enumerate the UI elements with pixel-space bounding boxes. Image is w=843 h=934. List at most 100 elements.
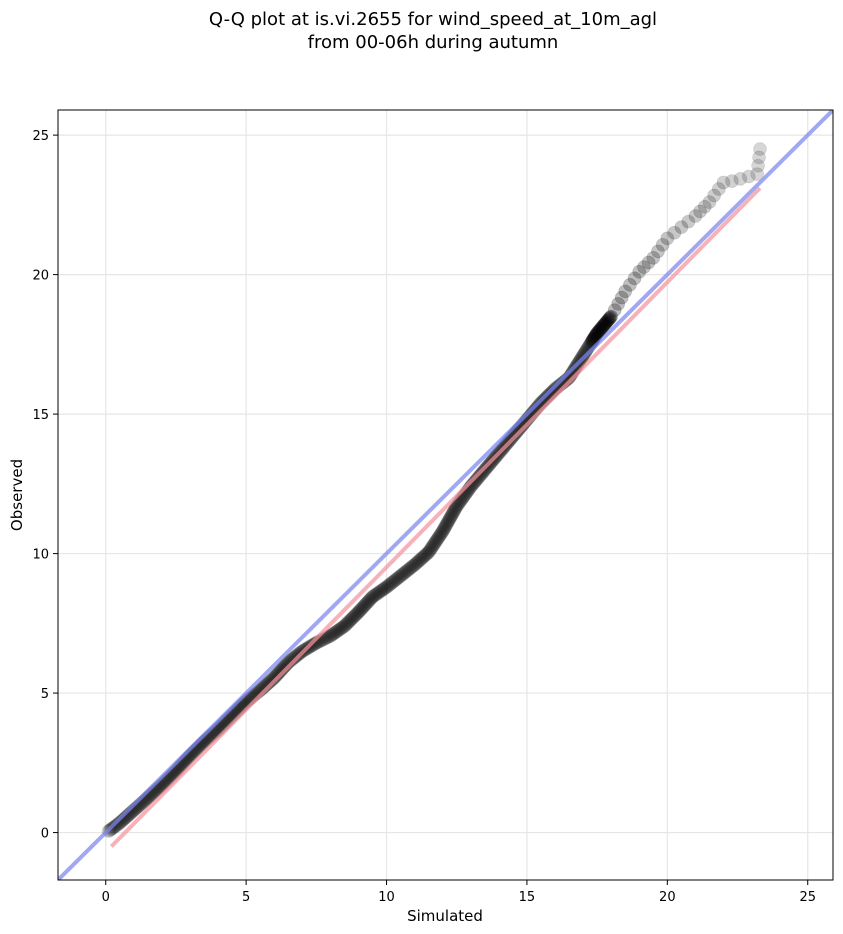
qq-point — [418, 547, 433, 562]
qq-point — [600, 314, 614, 329]
qq-point — [590, 326, 605, 341]
qq-point — [351, 605, 366, 620]
qq-point — [471, 470, 486, 485]
qq-point — [437, 522, 451, 536]
identity-line — [58, 110, 833, 880]
qq-point — [751, 158, 766, 173]
qq-point — [593, 322, 608, 337]
qq-point — [338, 618, 353, 633]
qq-point — [267, 670, 282, 685]
qq-point — [365, 589, 380, 604]
x-axis-label: Simulated — [407, 907, 483, 925]
qq-point — [383, 576, 398, 591]
y-axis-label: Observed — [8, 459, 26, 531]
x-tick-label: 25 — [799, 890, 816, 905]
qq-point — [388, 572, 403, 587]
qq-point — [449, 500, 464, 515]
qq-point — [360, 595, 375, 610]
qq-point — [423, 543, 437, 557]
qq-point — [327, 626, 342, 640]
x-tick-label: 5 — [242, 890, 250, 905]
y-tick-label: 5 — [41, 687, 49, 702]
qq-point — [752, 150, 766, 165]
qq-point — [733, 171, 748, 186]
qq-point — [607, 303, 622, 318]
qq-point — [377, 581, 392, 596]
qq-point — [440, 516, 454, 531]
qq-point — [430, 531, 445, 546]
qq-point — [421, 545, 436, 560]
qq-point — [472, 469, 486, 484]
qq-point — [707, 188, 722, 203]
qq-point — [432, 529, 447, 544]
qq-point — [368, 587, 383, 602]
qq-point — [349, 607, 364, 621]
qq-point — [446, 504, 461, 519]
qq-point — [427, 536, 442, 551]
qq-point — [394, 568, 409, 583]
qq-point — [588, 329, 603, 344]
qq-point — [447, 503, 462, 518]
qq-point — [334, 621, 349, 636]
qq-point — [425, 540, 440, 554]
qq-point — [660, 231, 675, 246]
qq-point — [326, 626, 341, 641]
qq-point — [592, 323, 607, 338]
qq-point — [688, 209, 703, 223]
plot-frame — [57, 109, 834, 881]
qq-point — [693, 204, 707, 219]
qq-point — [336, 619, 351, 634]
qq-point — [362, 593, 377, 608]
qq-point — [350, 606, 365, 620]
qq-point — [611, 296, 626, 311]
qq-point — [418, 548, 432, 563]
qq-point — [426, 537, 441, 552]
qq-point — [369, 587, 384, 601]
qq-point — [341, 615, 355, 630]
qq-point — [667, 225, 682, 240]
qq-point — [424, 541, 439, 555]
qq-point — [411, 554, 426, 569]
qq-point — [432, 528, 447, 543]
qq-point — [321, 630, 335, 644]
qq-point — [348, 607, 363, 622]
qq-point — [430, 532, 444, 547]
qq-point — [331, 623, 346, 638]
qq-point — [323, 628, 338, 643]
qq-point — [395, 567, 410, 582]
qq-point — [622, 277, 637, 292]
qq-point — [372, 585, 387, 599]
qq-point — [419, 546, 434, 561]
qq-point — [446, 505, 460, 520]
qq-point — [348, 608, 362, 623]
qq-point — [439, 517, 454, 532]
qq-point — [381, 578, 396, 593]
qq-point — [332, 622, 347, 637]
qq-point — [330, 624, 345, 638]
qq-point — [345, 611, 360, 626]
qq-point — [596, 318, 611, 333]
qq-point — [438, 518, 453, 533]
qq-point — [340, 616, 354, 631]
qq-point — [358, 597, 373, 611]
qq-point — [380, 579, 395, 594]
reference-lines — [58, 110, 833, 880]
qq-point — [750, 167, 765, 182]
qq-point — [405, 559, 420, 574]
qq-point — [448, 502, 462, 517]
qq-point — [637, 260, 651, 275]
qq-point — [108, 818, 123, 833]
y-axis-ticks: 0 5 10 15 20 25 — [32, 129, 58, 842]
qq-point — [641, 255, 656, 270]
qq-point — [450, 498, 465, 513]
qq-point — [306, 637, 320, 652]
qq-point — [588, 328, 603, 343]
qq-point — [286, 651, 301, 666]
qq-point — [603, 310, 618, 325]
qq-point — [614, 290, 629, 305]
x-tick-label: 15 — [519, 890, 536, 905]
fit-line — [109, 186, 762, 848]
qq-point — [371, 585, 386, 600]
qq-point — [404, 560, 419, 575]
qq-point — [438, 520, 453, 534]
